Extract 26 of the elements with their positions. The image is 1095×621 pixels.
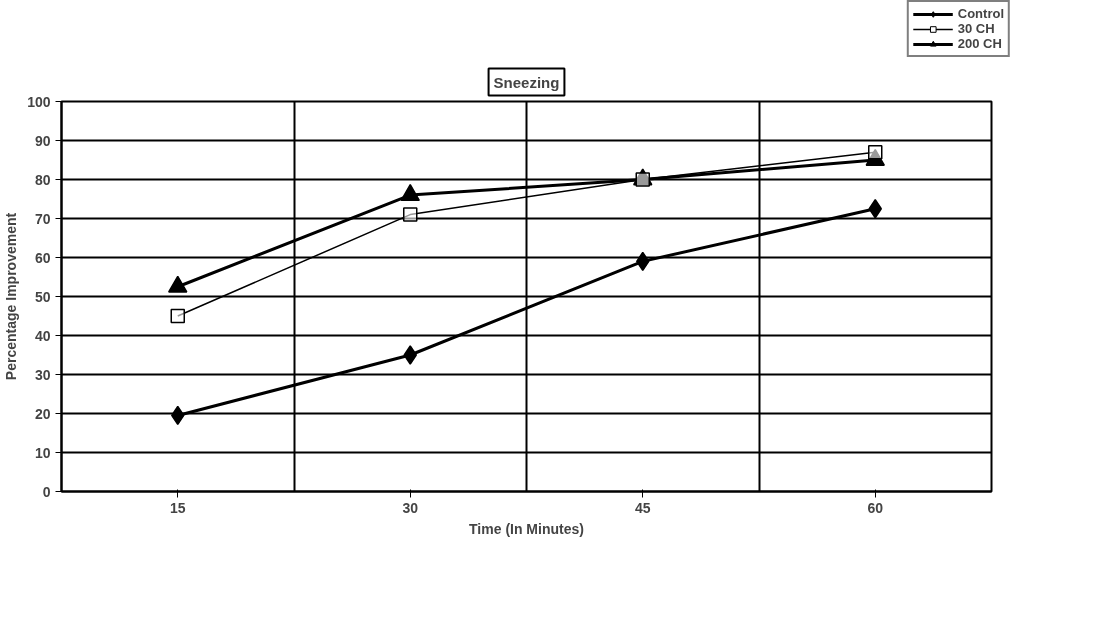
y-tick-label: 70 xyxy=(34,210,51,227)
legend-label: Control xyxy=(957,6,1004,21)
y-tick-label: 10 xyxy=(34,444,51,461)
point xyxy=(403,207,418,222)
y-tick-label: 20 xyxy=(34,405,51,422)
chart-title: Sneezing xyxy=(493,73,560,91)
point xyxy=(868,144,883,160)
y-tick-label: 30 xyxy=(34,366,51,383)
x-tick-label: 30 xyxy=(402,499,419,516)
point xyxy=(170,308,185,324)
y-tick-label: 80 xyxy=(34,171,51,188)
x-tick-label: 15 xyxy=(169,499,186,516)
point xyxy=(403,345,417,365)
y-tick-label: 0 xyxy=(42,483,51,500)
y-axis-title: Percentage Improvement xyxy=(3,212,20,381)
legend-label: 30 CH xyxy=(957,21,995,36)
y-tick-label: 40 xyxy=(34,327,51,344)
x-axis-title: Time (In Minutes) xyxy=(469,520,584,537)
y-tick-label: 100 xyxy=(27,93,51,110)
legend-label: 200 CH xyxy=(957,36,1002,51)
x-tick-label: 60 xyxy=(867,499,884,516)
x-tick-label: 45 xyxy=(634,499,651,516)
point xyxy=(868,199,882,219)
y-tick-label: 50 xyxy=(34,288,51,305)
y-tick-label: 60 xyxy=(34,249,51,266)
y-tick-label: 90 xyxy=(34,132,51,149)
